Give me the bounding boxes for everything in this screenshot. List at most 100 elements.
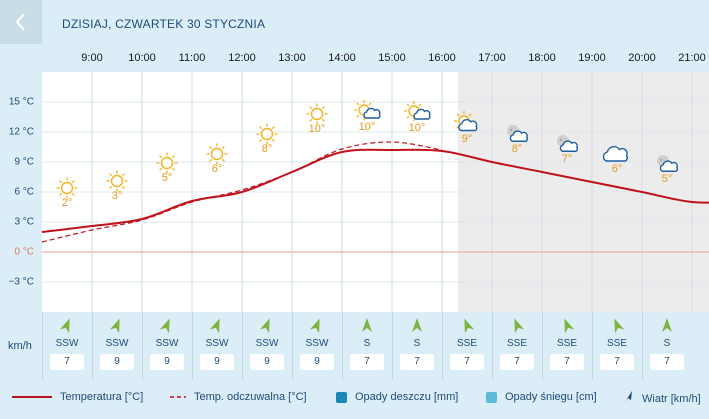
y-tick-label: 0 °C [14, 246, 34, 258]
wind-speed: 7 [650, 354, 684, 370]
wind-separator [42, 312, 43, 380]
wind-separator [242, 312, 243, 380]
sun-small-cloud-icon [354, 100, 381, 120]
forecast-temp-label: 10° [359, 121, 376, 133]
wind-separator [292, 312, 293, 380]
wind-item: SSW 9 [242, 312, 292, 380]
hour-label: 10:00 [128, 52, 156, 64]
hour-label: 11:00 [178, 52, 206, 64]
wind-speed: 7 [50, 354, 84, 370]
legend-rain[interactable]: Opady deszczu [mm] [336, 391, 458, 403]
wind-direction: SSW [105, 338, 129, 349]
forecast-temp-label: 5° [162, 172, 173, 184]
wind-arrow-icon [159, 318, 170, 334]
sun-icon [206, 143, 228, 165]
hour-label: 14:00 [328, 52, 356, 64]
wind-item: SSE 7 [492, 312, 542, 380]
hour-label: 19:00 [578, 52, 606, 64]
wind-arrow-icon [259, 318, 270, 334]
wind-direction: SSW [255, 338, 279, 349]
y-tick-label: 12 °C [8, 126, 34, 138]
wind-speed: 9 [300, 354, 334, 370]
forecast-temp-label: 6° [612, 163, 623, 175]
forecast-temp-label: 5° [662, 173, 673, 185]
y-tick-label: 3 °C [14, 216, 34, 228]
wind-direction: S [413, 338, 421, 349]
sun-icon [106, 170, 128, 192]
temperature-line [42, 148, 709, 233]
legend-wind[interactable]: Wiatr [km/h] [624, 391, 701, 406]
hour-label: 9:00 [81, 52, 103, 64]
hour-axis: 9:00 10:00 11:00 12:00 13:00 14:00 15:00 16:00 1… [42, 44, 709, 72]
legend: Temperatura [°C] Temp. odczuwalna [°C] O… [0, 380, 709, 419]
wind-arrow-icon [109, 318, 120, 334]
legend-snow[interactable]: Opady śniegu [cm] [486, 391, 597, 403]
wind-speed: 7 [500, 354, 534, 370]
forecast-temp-label: 10° [309, 123, 326, 135]
chart-canvas: 2° 3° 5° 6° 8° 10° 10° 10° 9° 8° 7° 6° 5° [42, 72, 709, 312]
legend-feels-like[interactable]: Temp. odczuwalna [°C] [170, 391, 307, 403]
sun-small-cloud-icon [404, 101, 431, 121]
back-button[interactable] [0, 0, 42, 44]
wind-arrow-icon [624, 391, 634, 406]
wind-speed: 9 [150, 354, 184, 370]
solid-line-icon [12, 391, 52, 403]
wind-speed: 7 [600, 354, 634, 370]
hour-label: 16:00 [428, 52, 456, 64]
feels-like-line [42, 141, 443, 243]
wind-arrow-icon [209, 318, 220, 334]
sun-icon [156, 152, 178, 174]
wind-direction: SSE [606, 338, 627, 349]
forecast-temp-label: 8° [512, 143, 523, 155]
sun-cloud-icon [454, 111, 478, 132]
wind-direction: SSE [556, 338, 577, 349]
hour-label: 12:00 [228, 52, 256, 64]
legend-rain-label: Opady deszczu [mm] [355, 391, 459, 403]
sun-icon [256, 123, 278, 145]
forecast-temp-label: 7° [562, 153, 573, 165]
hour-label: 21:00 [678, 52, 706, 64]
wind-arrow-icon [614, 318, 625, 334]
wind-arrow-icon [662, 318, 672, 332]
wind-separator [192, 312, 193, 380]
snow-swatch-icon [486, 391, 497, 403]
dashed-line-icon [170, 391, 186, 403]
moon-cloud-icon [507, 125, 528, 142]
forecast-temp-label: 10° [409, 122, 426, 134]
forecast-temp-label: 8° [262, 143, 273, 155]
wind-direction: SSW [205, 338, 229, 349]
wind-direction: SSE [456, 338, 477, 349]
cloud-icon [602, 145, 628, 162]
wind-direction: S [363, 338, 371, 349]
legend-temperature[interactable]: Temperatura [°C] [12, 391, 143, 403]
wind-direction: SSW [305, 338, 329, 349]
header: DZISIAJ, CZWARTEK 30 STYCZNIA [0, 0, 709, 44]
wind-direction: SSW [155, 338, 179, 349]
wind-row: km/h SSW 7 SSW 9 SSW 9 SSW 9 SSW 9 SSW 9 S 7 S 7 SSE 7 SSE… [0, 312, 709, 380]
wind-item: SSW 9 [92, 312, 142, 380]
hour-label: 17:00 [478, 52, 506, 64]
legend-feels-like-label: Temp. odczuwalna [°C] [194, 391, 307, 403]
wind-item: SSW 7 [42, 312, 92, 380]
wind-item: SSE 7 [592, 312, 642, 380]
wind-item: SSE 7 [542, 312, 592, 380]
chevron-left-icon [15, 12, 27, 32]
rain-swatch-icon [336, 391, 347, 403]
wind-speed: 9 [100, 354, 134, 370]
wind-arrow-icon [59, 318, 70, 334]
wind-speed: 9 [200, 354, 234, 370]
wind-speed: 7 [400, 354, 434, 370]
hour-label: 20:00 [628, 52, 656, 64]
wind-separator [542, 312, 543, 380]
wind-speed: 7 [450, 354, 484, 370]
sun-icon [56, 177, 78, 199]
wind-speed: 7 [350, 354, 384, 370]
wind-separator [392, 312, 393, 380]
wind-unit-label: km/h [8, 340, 32, 352]
y-tick-label: 15 °C [8, 96, 34, 108]
wind-separator [592, 312, 593, 380]
